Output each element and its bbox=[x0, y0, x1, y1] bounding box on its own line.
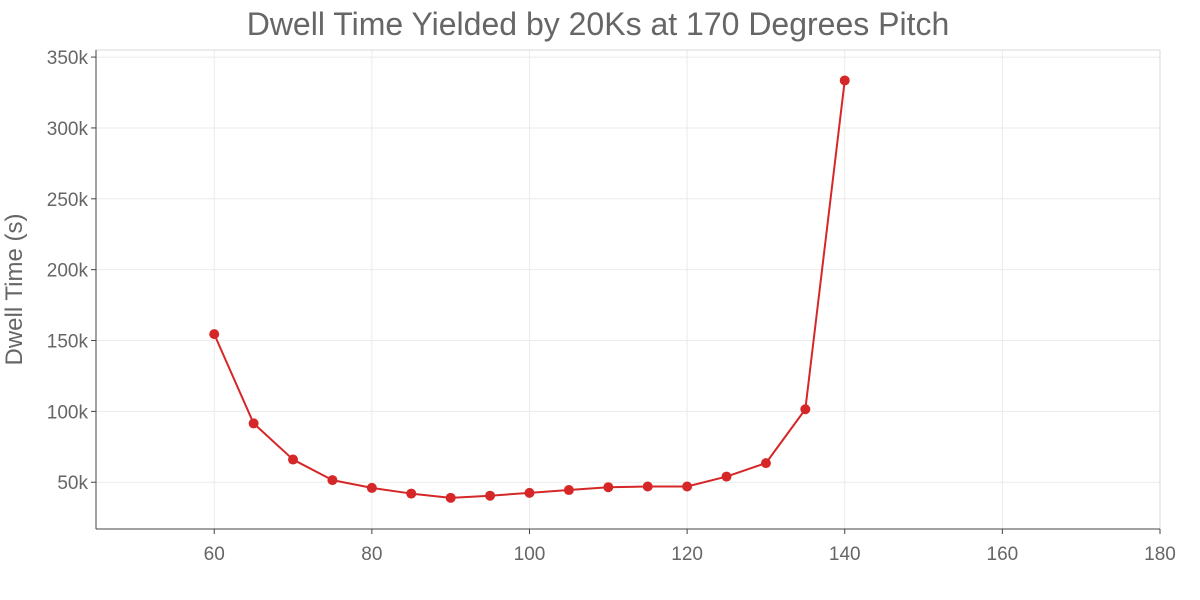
y-tick-label: 150k bbox=[47, 332, 89, 353]
x-tick-label: 100 bbox=[514, 544, 546, 565]
data-point bbox=[485, 490, 496, 501]
data-point bbox=[563, 485, 574, 496]
y-tick-label: 100k bbox=[47, 402, 89, 423]
y-axis-label: Dwell Time (s) bbox=[1, 213, 28, 365]
x-tick-label: 180 bbox=[1144, 544, 1176, 565]
data-point bbox=[760, 458, 771, 469]
x-tick-label: 120 bbox=[671, 544, 703, 565]
data-point bbox=[800, 404, 811, 415]
x-tick-label: 140 bbox=[829, 544, 861, 565]
y-tick-label: 250k bbox=[47, 190, 89, 211]
plot-frame bbox=[95, 49, 1161, 530]
data-point bbox=[524, 487, 535, 498]
y-tick-label: 300k bbox=[47, 119, 89, 140]
x-tick-label: 160 bbox=[987, 544, 1019, 565]
data-point bbox=[642, 481, 653, 492]
data-point bbox=[682, 481, 693, 492]
data-point bbox=[366, 482, 377, 493]
x-tick-label: 60 bbox=[204, 544, 225, 565]
axes bbox=[91, 49, 1161, 534]
data-point bbox=[327, 475, 338, 486]
data-point bbox=[406, 488, 417, 499]
gridlines bbox=[96, 50, 1161, 529]
tick-labels: 60 80 100 120 140 160 180 50k 100k 150k 200k 250k 30… bbox=[47, 48, 1176, 565]
y-tick-label: 350k bbox=[47, 48, 89, 69]
y-tick-label: 50k bbox=[57, 473, 88, 494]
data-point bbox=[445, 492, 456, 503]
data-series bbox=[209, 75, 850, 503]
data-point bbox=[209, 329, 220, 340]
data-point bbox=[839, 75, 850, 86]
data-point bbox=[721, 471, 732, 482]
chart-title: Dwell Time Yielded by 20Ks at 170 Degree… bbox=[247, 6, 950, 42]
data-point bbox=[288, 454, 299, 465]
x-tick-label: 80 bbox=[361, 544, 382, 565]
y-tick-label: 200k bbox=[47, 261, 89, 282]
data-point bbox=[603, 482, 614, 493]
data-point bbox=[248, 418, 259, 429]
